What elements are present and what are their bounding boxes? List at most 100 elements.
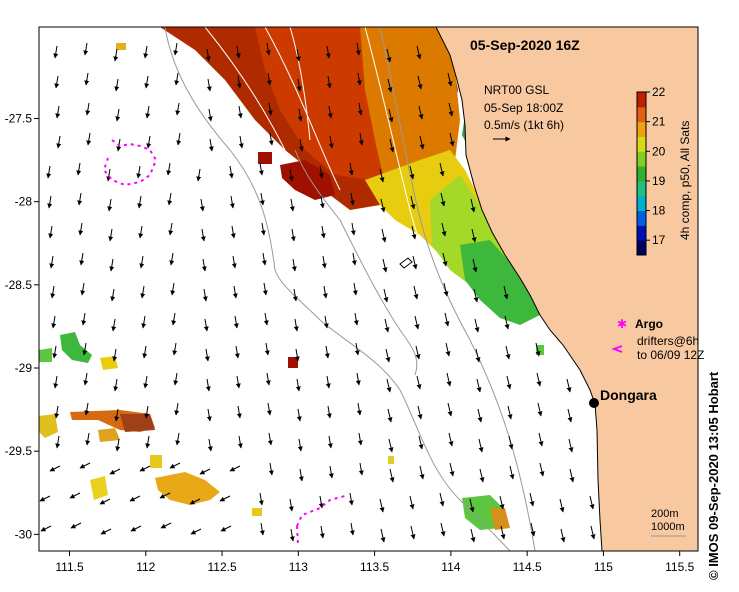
current-vector xyxy=(79,252,85,266)
x-tick-label: 114 xyxy=(441,560,460,574)
y-tick-label: -28 xyxy=(15,195,33,209)
current-vector xyxy=(386,378,392,393)
current-vector xyxy=(529,492,535,507)
isobath-1000m-label: 1000m xyxy=(651,521,685,533)
current-vector xyxy=(220,525,232,532)
current-vector xyxy=(443,282,449,297)
current-vector xyxy=(99,498,111,505)
contour-line-2 xyxy=(264,27,341,191)
current-vector xyxy=(289,198,295,212)
current-vector xyxy=(56,135,62,149)
colorbar-segment xyxy=(637,240,646,256)
current-vector xyxy=(358,462,364,476)
current-vector xyxy=(295,378,301,392)
current-vector xyxy=(298,138,304,152)
current-vector xyxy=(409,165,415,180)
current-vector xyxy=(379,168,385,183)
current-source: NRT00 GSL xyxy=(484,83,549,97)
y-axis: -27.5 -28 -28.5 -29 -29.5 -30 xyxy=(5,111,39,541)
current-vector xyxy=(410,195,416,210)
current-vector xyxy=(111,318,117,332)
current-vector xyxy=(268,132,274,146)
current-vector xyxy=(444,312,450,327)
current-vector xyxy=(417,75,423,90)
colorbar-frame xyxy=(636,91,647,256)
current-vector xyxy=(318,165,324,179)
current-vector xyxy=(569,468,575,483)
current-vector xyxy=(171,312,177,326)
current-vector xyxy=(476,378,482,393)
colorbar-segment xyxy=(637,180,646,197)
current-vector xyxy=(326,75,332,89)
current-vector xyxy=(202,288,208,302)
current-vector xyxy=(416,45,422,60)
current-vector xyxy=(237,435,243,449)
current-vector xyxy=(325,375,331,389)
colorbar-segment xyxy=(637,136,646,152)
current-vector xyxy=(418,435,424,450)
current-vector xyxy=(413,285,419,300)
current-vector xyxy=(229,465,241,472)
y-tick-label: -28.5 xyxy=(5,278,33,292)
current-vector xyxy=(114,408,120,422)
current-vector xyxy=(537,402,543,417)
current-vector xyxy=(50,285,56,299)
current-vector xyxy=(196,168,202,182)
current-vector xyxy=(500,525,506,540)
current-vector xyxy=(499,495,505,510)
current-vector xyxy=(80,282,86,296)
current-vector xyxy=(173,372,179,386)
current-vector xyxy=(439,162,445,177)
current-vector xyxy=(293,318,299,332)
y-tick-label: -30 xyxy=(15,527,33,541)
current-vector xyxy=(471,228,477,243)
current-vector xyxy=(507,405,513,420)
current-time: 05-Sep 18:00Z xyxy=(484,101,563,115)
current-vector xyxy=(113,48,119,62)
current-vector xyxy=(205,378,211,392)
current-vector xyxy=(199,198,205,212)
current-vector xyxy=(260,222,266,236)
current-vector xyxy=(205,48,211,62)
current-vector xyxy=(145,435,151,449)
current-vector xyxy=(350,222,356,236)
current-vector xyxy=(389,138,395,153)
current-vector xyxy=(566,378,572,393)
sst-orange-s xyxy=(490,508,510,530)
current-vector xyxy=(173,42,179,56)
current-vector xyxy=(355,372,361,386)
current-vector xyxy=(348,492,354,506)
current-vector xyxy=(53,45,59,59)
current-vector xyxy=(137,195,143,209)
current-vector xyxy=(39,495,51,502)
sst-darkred-w xyxy=(120,414,155,432)
colorbar-ticks: 22 21 20 19 18 17 xyxy=(646,85,666,247)
current-vector xyxy=(448,102,454,117)
sst-yellow-sw xyxy=(90,476,108,500)
colorbar-tick-label: 20 xyxy=(652,144,666,158)
current-vector xyxy=(258,492,264,506)
current-vector xyxy=(79,462,91,469)
current-vector xyxy=(539,462,545,477)
current-vector xyxy=(47,195,53,209)
current-vector xyxy=(326,405,332,419)
current-vector xyxy=(78,222,84,236)
current-vector xyxy=(85,432,91,446)
current-vector xyxy=(266,72,272,86)
sst-red-tail xyxy=(280,160,335,200)
current-vector xyxy=(506,375,512,390)
current-info: NRT00 GSL 05-Sep 18:00Z 0.5m/s (1kt 6h) xyxy=(484,83,564,142)
current-vector xyxy=(297,108,303,122)
drifter-tracks xyxy=(102,139,346,546)
current-vector xyxy=(289,528,295,542)
current-vector xyxy=(352,282,358,296)
current-vector xyxy=(54,75,60,89)
current-vector xyxy=(267,102,273,116)
current-vector xyxy=(470,528,476,543)
sst-darkred-dot xyxy=(288,357,298,368)
current-vector xyxy=(288,168,294,182)
colorbar-segment xyxy=(637,195,646,212)
current-vector xyxy=(166,162,172,176)
sst-yellow-w2 xyxy=(39,414,58,438)
current-vector xyxy=(470,198,476,213)
